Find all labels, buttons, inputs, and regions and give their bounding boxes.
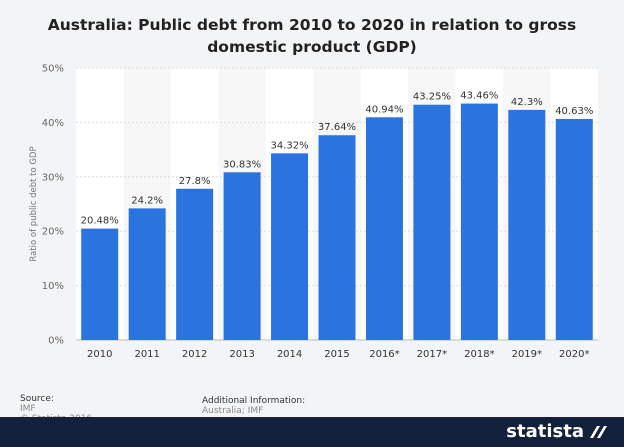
bar[interactable] [176, 188, 214, 340]
bar[interactable] [555, 118, 593, 340]
additional-info-label: Additional Information: [202, 396, 306, 406]
bar-value-label: 34.32% [270, 140, 308, 151]
x-tick-label: 2020* [559, 349, 589, 360]
x-tick-label: 2015 [324, 349, 349, 360]
bar-value-label: 24.2% [131, 195, 163, 206]
bar-value-label: 37.64% [318, 122, 356, 133]
y-tick-label: 20% [42, 227, 64, 238]
bar-value-label: 20.48% [81, 216, 119, 227]
bar[interactable] [81, 228, 119, 340]
y-tick-label: 30% [42, 172, 64, 183]
y-tick-label: 10% [42, 281, 64, 292]
x-tick-label: 2016* [369, 349, 399, 360]
bar[interactable] [460, 103, 498, 340]
bar[interactable] [365, 117, 403, 340]
x-tick-label: 2013 [229, 349, 254, 360]
bar-value-label: 40.94% [365, 104, 403, 115]
bar[interactable] [318, 135, 356, 340]
bar-value-label: 40.63% [555, 106, 593, 117]
x-tick-label: 2017* [417, 349, 447, 360]
source-value: IMF [20, 404, 36, 414]
bar-value-label: 30.83% [223, 159, 261, 170]
bar-chart: 0% 10% 20% 30% 40% 50% 20.48% 24.2% 27.8% 30.83%… [29, 64, 598, 360]
chart-title-line-1: Australia: Public debt from 2010 to 2020… [47, 16, 577, 34]
y-axis-label: Ratio of public debt to GDP [29, 146, 39, 261]
source-label: Source: [20, 394, 54, 404]
x-tick-label: 2018* [464, 349, 494, 360]
bar-value-label: 43.25% [413, 92, 451, 103]
chart-title: Australia: Public debt from 2010 to 2020… [0, 14, 624, 58]
additional-info-value: Australia; IMF [202, 406, 264, 416]
y-tick-label: 50% [42, 64, 64, 75]
x-tick-label: 2014 [277, 349, 302, 360]
bar-value-label: 42.3% [511, 97, 543, 108]
additional-info-block: Additional Information: Australia; IMF [202, 396, 305, 416]
x-tick-label: 2011 [134, 349, 159, 360]
bar[interactable] [508, 109, 546, 340]
brand-bar [0, 417, 624, 447]
bar-value-label: 27.8% [179, 176, 211, 187]
y-tick-label: 40% [42, 118, 64, 129]
bar[interactable] [128, 208, 166, 340]
bar[interactable] [223, 172, 261, 340]
statista-logo-icon [590, 426, 607, 438]
bar-value-label: 43.46% [460, 91, 498, 102]
x-tick-label: 2019* [512, 349, 542, 360]
statista-logo-text[interactable]: statista [506, 421, 584, 442]
x-tick-label: 2010 [87, 349, 112, 360]
x-tick-label: 2012 [182, 349, 207, 360]
chart-title-line-2: domestic product (GDP) [207, 38, 417, 56]
y-tick-label: 0% [48, 336, 64, 347]
bar[interactable] [271, 153, 309, 340]
bar[interactable] [413, 104, 451, 340]
